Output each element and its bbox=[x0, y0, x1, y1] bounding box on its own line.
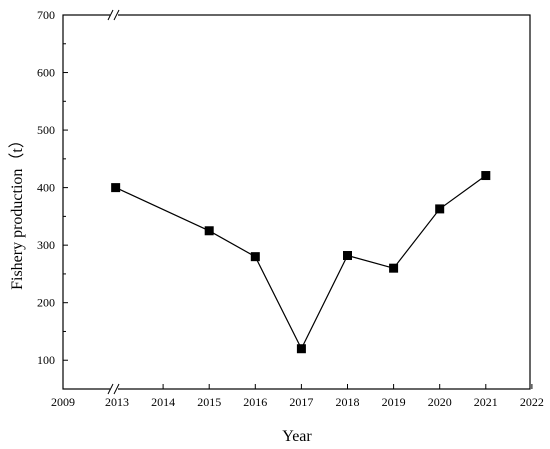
plot-border bbox=[62, 14, 531, 390]
series-line bbox=[115, 175, 487, 351]
axis-break-gap bbox=[110, 384, 118, 394]
data-point bbox=[296, 344, 306, 354]
x-tick-label: 2018 bbox=[336, 395, 360, 409]
x-tick-label: 2022 bbox=[520, 395, 544, 409]
y-tick-label: 300 bbox=[37, 238, 55, 252]
data-point bbox=[204, 226, 214, 236]
plot-frame bbox=[62, 14, 531, 390]
data-markers bbox=[111, 171, 491, 354]
data-point bbox=[250, 252, 260, 262]
axis-breaks bbox=[107, 9, 120, 395]
x-tick-label: 2019 bbox=[382, 395, 406, 409]
x-tick-label: 2017 bbox=[289, 395, 313, 409]
y-tick-label: 100 bbox=[37, 353, 55, 367]
y-tick-label: 500 bbox=[37, 123, 55, 137]
x-tick-label: 2009 bbox=[51, 395, 75, 409]
x-tick-label: 2016 bbox=[243, 395, 267, 409]
x-tick-label: 2021 bbox=[474, 395, 498, 409]
y-axis-title: Fishery production（t） bbox=[8, 132, 26, 290]
axis-break-mark bbox=[107, 383, 114, 395]
data-point bbox=[111, 183, 121, 193]
y-tick-label: 700 bbox=[37, 8, 55, 22]
axis-break-mark bbox=[113, 9, 120, 21]
y-ticks: 100 200 300 400 500 600 700 bbox=[37, 8, 68, 367]
data-point bbox=[435, 204, 445, 214]
data-point bbox=[481, 171, 491, 181]
y-tick-label: 400 bbox=[37, 181, 55, 195]
axis-break-gap bbox=[110, 10, 118, 20]
x-axis-title: Year bbox=[282, 428, 312, 445]
x-tick-label: 2013 bbox=[105, 395, 129, 409]
x-tick-label: 2014 bbox=[151, 395, 175, 409]
x-tick-label: 2015 bbox=[197, 395, 221, 409]
data-point bbox=[389, 263, 399, 273]
data-point bbox=[343, 251, 352, 261]
y-tick-label: 600 bbox=[37, 66, 55, 80]
x-ticks: 2009 2013 2014 2015 2016 2017 2018 2019 2020 2021… bbox=[51, 384, 544, 409]
x-tick-label: 2020 bbox=[428, 395, 452, 409]
axis-break-mark bbox=[113, 383, 120, 395]
y-tick-label: 200 bbox=[37, 296, 55, 310]
axis-break-mark bbox=[107, 9, 114, 21]
data-line bbox=[115, 175, 487, 351]
